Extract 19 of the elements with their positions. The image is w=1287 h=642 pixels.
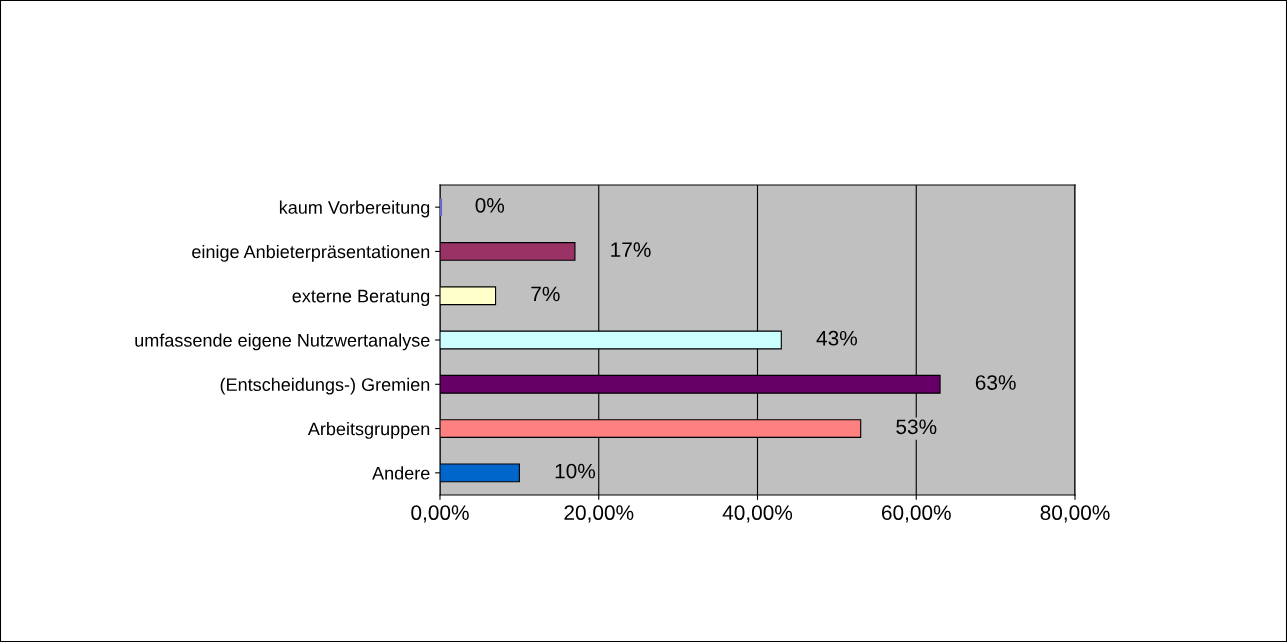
y-tick-label: Andere	[372, 466, 430, 480]
data-label: 63%	[975, 375, 1016, 390]
x-tick-label: 80,00%	[1040, 505, 1110, 523]
y-tick-label: einige Anbieterpräsentationen	[192, 244, 430, 262]
data-label: 7%	[531, 286, 560, 302]
y-tick-label: umfassende eigene Nutzwertanalyse	[135, 333, 430, 351]
x-tick-label: 20,00%	[564, 505, 634, 523]
x-tick-label: 0,00%	[411, 505, 469, 523]
y-tick-label: kaum Vorbereitung	[279, 200, 430, 218]
x-tick-label: 40,00%	[722, 505, 793, 523]
data-label: 53%	[896, 419, 937, 435]
y-tick-label: externe Beratung	[292, 289, 430, 306]
data-label: 0%	[475, 197, 505, 213]
x-tick-label: 60,00%	[881, 505, 951, 523]
y-tick-label: Arbeitsgruppen	[307, 422, 430, 439]
data-label: 10%	[555, 463, 596, 479]
data-label: 43%	[816, 330, 857, 346]
y-tick-label: (Entscheidungs-) Gremien	[220, 377, 430, 395]
data-label: 17%	[611, 242, 651, 257]
